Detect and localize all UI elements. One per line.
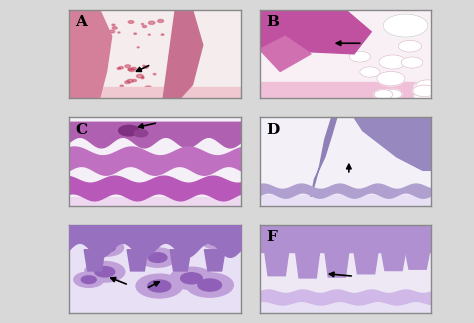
Polygon shape	[259, 36, 311, 71]
Circle shape	[181, 273, 202, 284]
Text: C: C	[75, 123, 88, 137]
Circle shape	[129, 68, 135, 71]
Polygon shape	[354, 117, 431, 170]
Polygon shape	[69, 10, 112, 98]
Circle shape	[137, 47, 139, 48]
Circle shape	[117, 68, 121, 69]
Circle shape	[202, 234, 229, 249]
Circle shape	[377, 71, 405, 86]
Circle shape	[161, 34, 164, 35]
Circle shape	[401, 57, 423, 68]
Polygon shape	[264, 252, 289, 276]
Circle shape	[360, 67, 380, 77]
Polygon shape	[259, 10, 371, 54]
Polygon shape	[84, 250, 105, 271]
Polygon shape	[311, 117, 337, 197]
Circle shape	[413, 85, 436, 97]
Circle shape	[85, 262, 125, 282]
Circle shape	[158, 19, 164, 23]
Polygon shape	[296, 252, 319, 278]
Polygon shape	[204, 250, 225, 271]
Circle shape	[144, 66, 148, 68]
Circle shape	[118, 32, 120, 33]
Circle shape	[349, 51, 371, 62]
Circle shape	[170, 267, 213, 289]
Circle shape	[137, 74, 143, 78]
Circle shape	[134, 33, 137, 34]
Circle shape	[128, 68, 132, 70]
Circle shape	[141, 78, 144, 79]
Text: A: A	[75, 15, 88, 29]
Polygon shape	[127, 250, 148, 271]
Circle shape	[416, 80, 439, 92]
Circle shape	[125, 81, 130, 84]
Text: E: E	[75, 230, 87, 244]
Circle shape	[153, 73, 156, 75]
Circle shape	[134, 130, 148, 137]
Circle shape	[148, 34, 150, 35]
Circle shape	[414, 90, 438, 103]
Polygon shape	[170, 250, 191, 271]
Circle shape	[132, 79, 137, 82]
Circle shape	[127, 79, 133, 83]
Polygon shape	[325, 252, 349, 277]
Circle shape	[383, 89, 402, 99]
Circle shape	[383, 14, 428, 37]
Circle shape	[399, 40, 421, 52]
Circle shape	[148, 280, 171, 292]
Circle shape	[109, 30, 115, 33]
Circle shape	[118, 125, 139, 136]
Circle shape	[141, 24, 144, 25]
Circle shape	[139, 248, 176, 267]
Circle shape	[74, 272, 104, 287]
Circle shape	[136, 274, 182, 298]
Polygon shape	[382, 252, 406, 271]
Circle shape	[131, 67, 137, 70]
Circle shape	[112, 27, 117, 29]
Circle shape	[198, 279, 221, 291]
Circle shape	[99, 244, 115, 252]
Circle shape	[379, 55, 406, 69]
Circle shape	[142, 77, 144, 78]
Circle shape	[82, 276, 96, 284]
Text: D: D	[266, 123, 280, 137]
Circle shape	[143, 26, 146, 27]
Circle shape	[209, 238, 223, 245]
Polygon shape	[163, 10, 203, 98]
Circle shape	[125, 65, 130, 68]
Circle shape	[374, 90, 393, 99]
Circle shape	[120, 85, 124, 87]
Circle shape	[95, 267, 115, 277]
Circle shape	[119, 67, 123, 69]
Text: B: B	[266, 15, 279, 29]
Circle shape	[186, 273, 233, 297]
Circle shape	[112, 24, 115, 26]
Text: F: F	[266, 230, 277, 244]
Circle shape	[148, 21, 155, 25]
Polygon shape	[354, 252, 378, 274]
Circle shape	[145, 86, 152, 89]
Circle shape	[148, 253, 167, 262]
Circle shape	[128, 21, 134, 23]
Circle shape	[143, 65, 145, 66]
Circle shape	[91, 239, 124, 256]
Polygon shape	[406, 252, 429, 269]
Circle shape	[414, 81, 435, 92]
